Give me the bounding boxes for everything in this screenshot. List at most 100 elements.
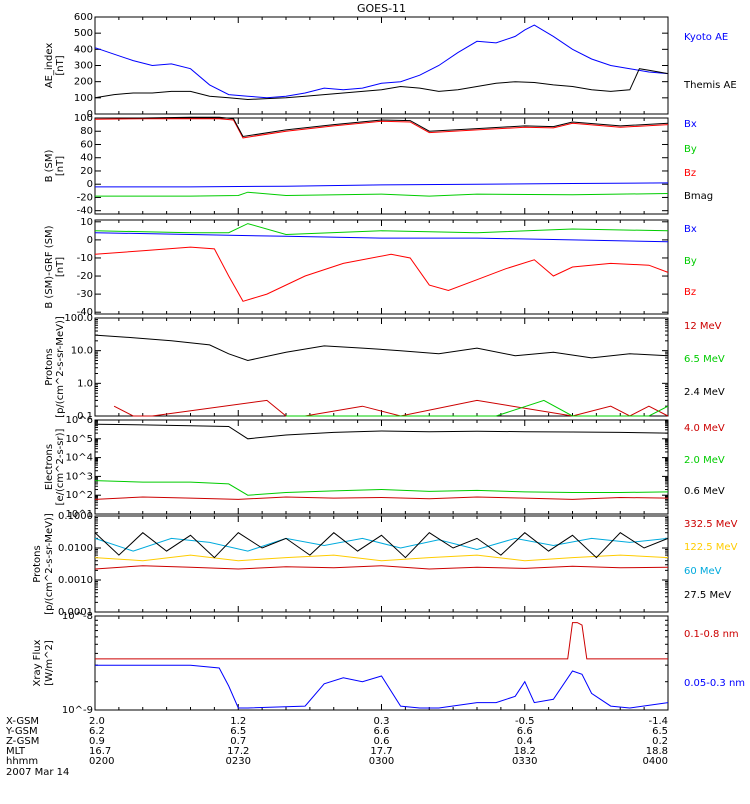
axis-unit: [nT] xyxy=(55,55,66,75)
ytick-label: 10.0 xyxy=(71,346,93,357)
ytick-label: 10^1 xyxy=(66,509,93,520)
axis-label: Electrons xyxy=(44,444,55,490)
ytick-label: -20 xyxy=(77,192,93,203)
series-line-b_grf-1 xyxy=(94,223,669,236)
ytick-label: 10^4 xyxy=(66,453,93,464)
axis-label: Protons xyxy=(32,545,43,582)
legend-entry: 0.6 MeV xyxy=(684,486,725,497)
xaxis-row-value: -0.5 xyxy=(515,716,535,727)
ytick-label: 10^6 xyxy=(66,415,93,426)
xaxis-row-value: 0330 xyxy=(512,756,537,767)
series-line-protons_low-1 xyxy=(286,399,669,417)
ytick-label: 60 xyxy=(80,139,93,150)
series-line-b_grf-0 xyxy=(94,232,669,243)
series-line-electrons-0 xyxy=(94,496,669,500)
series-line-ae-1 xyxy=(94,68,669,101)
ytick-label: 0.1 xyxy=(77,411,93,422)
axis-label: Protons xyxy=(44,348,55,385)
axis-unit: [nT] xyxy=(55,257,66,277)
xaxis-row-value: 2.0 xyxy=(89,716,105,727)
panel-frame-b_sm xyxy=(94,117,669,215)
legend-entry: 12 MeV xyxy=(684,321,722,332)
legend-entry: 6.5 MeV xyxy=(684,354,725,365)
ytick-label: 0.0001 xyxy=(58,607,93,618)
series-line-b_sm-0 xyxy=(95,182,669,188)
xaxis-row-value: 6.2 xyxy=(89,726,105,737)
legend-entry: 2.0 MeV xyxy=(684,455,725,466)
ytick-label: 0.0010 xyxy=(58,575,93,586)
ytick-label: 1.0 xyxy=(77,378,93,389)
xaxis-row-value: -1.4 xyxy=(648,716,668,727)
xaxis-row-value: 16.7 xyxy=(89,746,111,757)
xaxis-row-value: 0400 xyxy=(643,756,668,767)
xaxis-row-value: 18.2 xyxy=(514,746,536,757)
panel-frame-xray xyxy=(94,615,669,711)
axis-label: B (SM) xyxy=(44,149,55,182)
xaxis-row-label: Z-GSM xyxy=(6,736,39,747)
legend-entry: 4.0 MeV xyxy=(684,423,725,434)
legend-entry: 27.5 MeV xyxy=(684,590,731,601)
xaxis-row-value: 17.7 xyxy=(370,746,392,757)
series-line-b_grf-2 xyxy=(94,246,669,302)
ytick-label: 10^3 xyxy=(66,471,93,482)
ytick-label: 100.0 xyxy=(64,313,93,324)
series-line-protons_high-3 xyxy=(94,532,669,559)
ytick-label: 200 xyxy=(74,77,93,88)
series-line-b_sm-1 xyxy=(95,191,669,197)
legend-entry: Bx xyxy=(684,224,697,235)
legend-entry: 60 MeV xyxy=(684,566,722,577)
legend-entry: 0.05-0.3 nm xyxy=(684,678,745,689)
xaxis-row-value: 6.5 xyxy=(230,726,246,737)
axis-unit: [nT] xyxy=(55,156,66,176)
xaxis-row-value: 0.7 xyxy=(230,736,246,747)
axis-unit: [e/(cm^2-s-sr)] xyxy=(55,428,66,505)
ytick-label: 400 xyxy=(74,44,93,55)
axis-label: B (SM)-GRF (SM) xyxy=(44,225,55,308)
ytick-label: 10 xyxy=(80,217,93,228)
xaxis-row-value: 6.6 xyxy=(374,726,390,737)
legend-entry: By xyxy=(684,256,697,267)
xaxis-row-value: 17.2 xyxy=(227,746,249,757)
series-line-electrons-1 xyxy=(94,480,669,496)
xaxis-row-value: 18.8 xyxy=(646,746,668,757)
ytick-label: 100 xyxy=(74,93,93,104)
series-line-xray-1 xyxy=(95,664,669,709)
ytick-label: 600 xyxy=(74,12,93,23)
xaxis-row-value: 0.4 xyxy=(517,736,533,747)
axis-label: Xray Flux xyxy=(32,639,43,686)
legend-entry: Bz xyxy=(684,168,696,179)
xaxis-row-value: 0230 xyxy=(226,756,251,767)
ytick-label: 10^5 xyxy=(66,434,93,445)
date-label: 2007 Mar 14 xyxy=(6,767,69,778)
series-line-protons_low-0 xyxy=(113,399,669,417)
ytick-label: 0 xyxy=(87,235,93,246)
ytick-label: 0.1000 xyxy=(58,511,93,522)
xaxis-row-value: 6.6 xyxy=(517,726,533,737)
legend-entry: 122.5 MeV xyxy=(684,542,738,553)
ytick-label: 100 xyxy=(74,113,93,124)
axis-unit: [p/(cm^2-s-sr-MeV)] xyxy=(44,513,55,615)
xaxis-row-label: Y-GSM xyxy=(5,726,38,737)
xaxis-row-value: 0.2 xyxy=(652,736,668,747)
ytick-label: -40 xyxy=(77,307,93,318)
series-line-xray-0 xyxy=(95,622,668,660)
ytick-label: -40 xyxy=(77,206,93,217)
xaxis-row-label: hhmm xyxy=(6,756,38,767)
ytick-label: -20 xyxy=(77,271,93,282)
series-line-b_sm-2 xyxy=(94,118,669,139)
ytick-label: 40 xyxy=(80,153,93,164)
ytick-label: 300 xyxy=(74,61,93,72)
xaxis-row-label: MLT xyxy=(6,746,26,757)
ytick-label: 0 xyxy=(87,109,93,120)
axis-unit: [p/(cm^2-s-sr-MeV)] xyxy=(55,316,66,418)
xaxis-row-value: 6.5 xyxy=(652,726,668,737)
xaxis-row-value: 0.9 xyxy=(89,736,105,747)
xaxis-row-label: X-GSM xyxy=(6,716,39,727)
legend-entry: Bz xyxy=(684,287,696,298)
series-line-protons_high-1 xyxy=(94,554,669,562)
legend-entry: Bmag xyxy=(684,191,713,202)
ytick-label: 500 xyxy=(74,28,93,39)
panel-frame-ae xyxy=(94,16,669,115)
legend-entry: By xyxy=(684,144,697,155)
